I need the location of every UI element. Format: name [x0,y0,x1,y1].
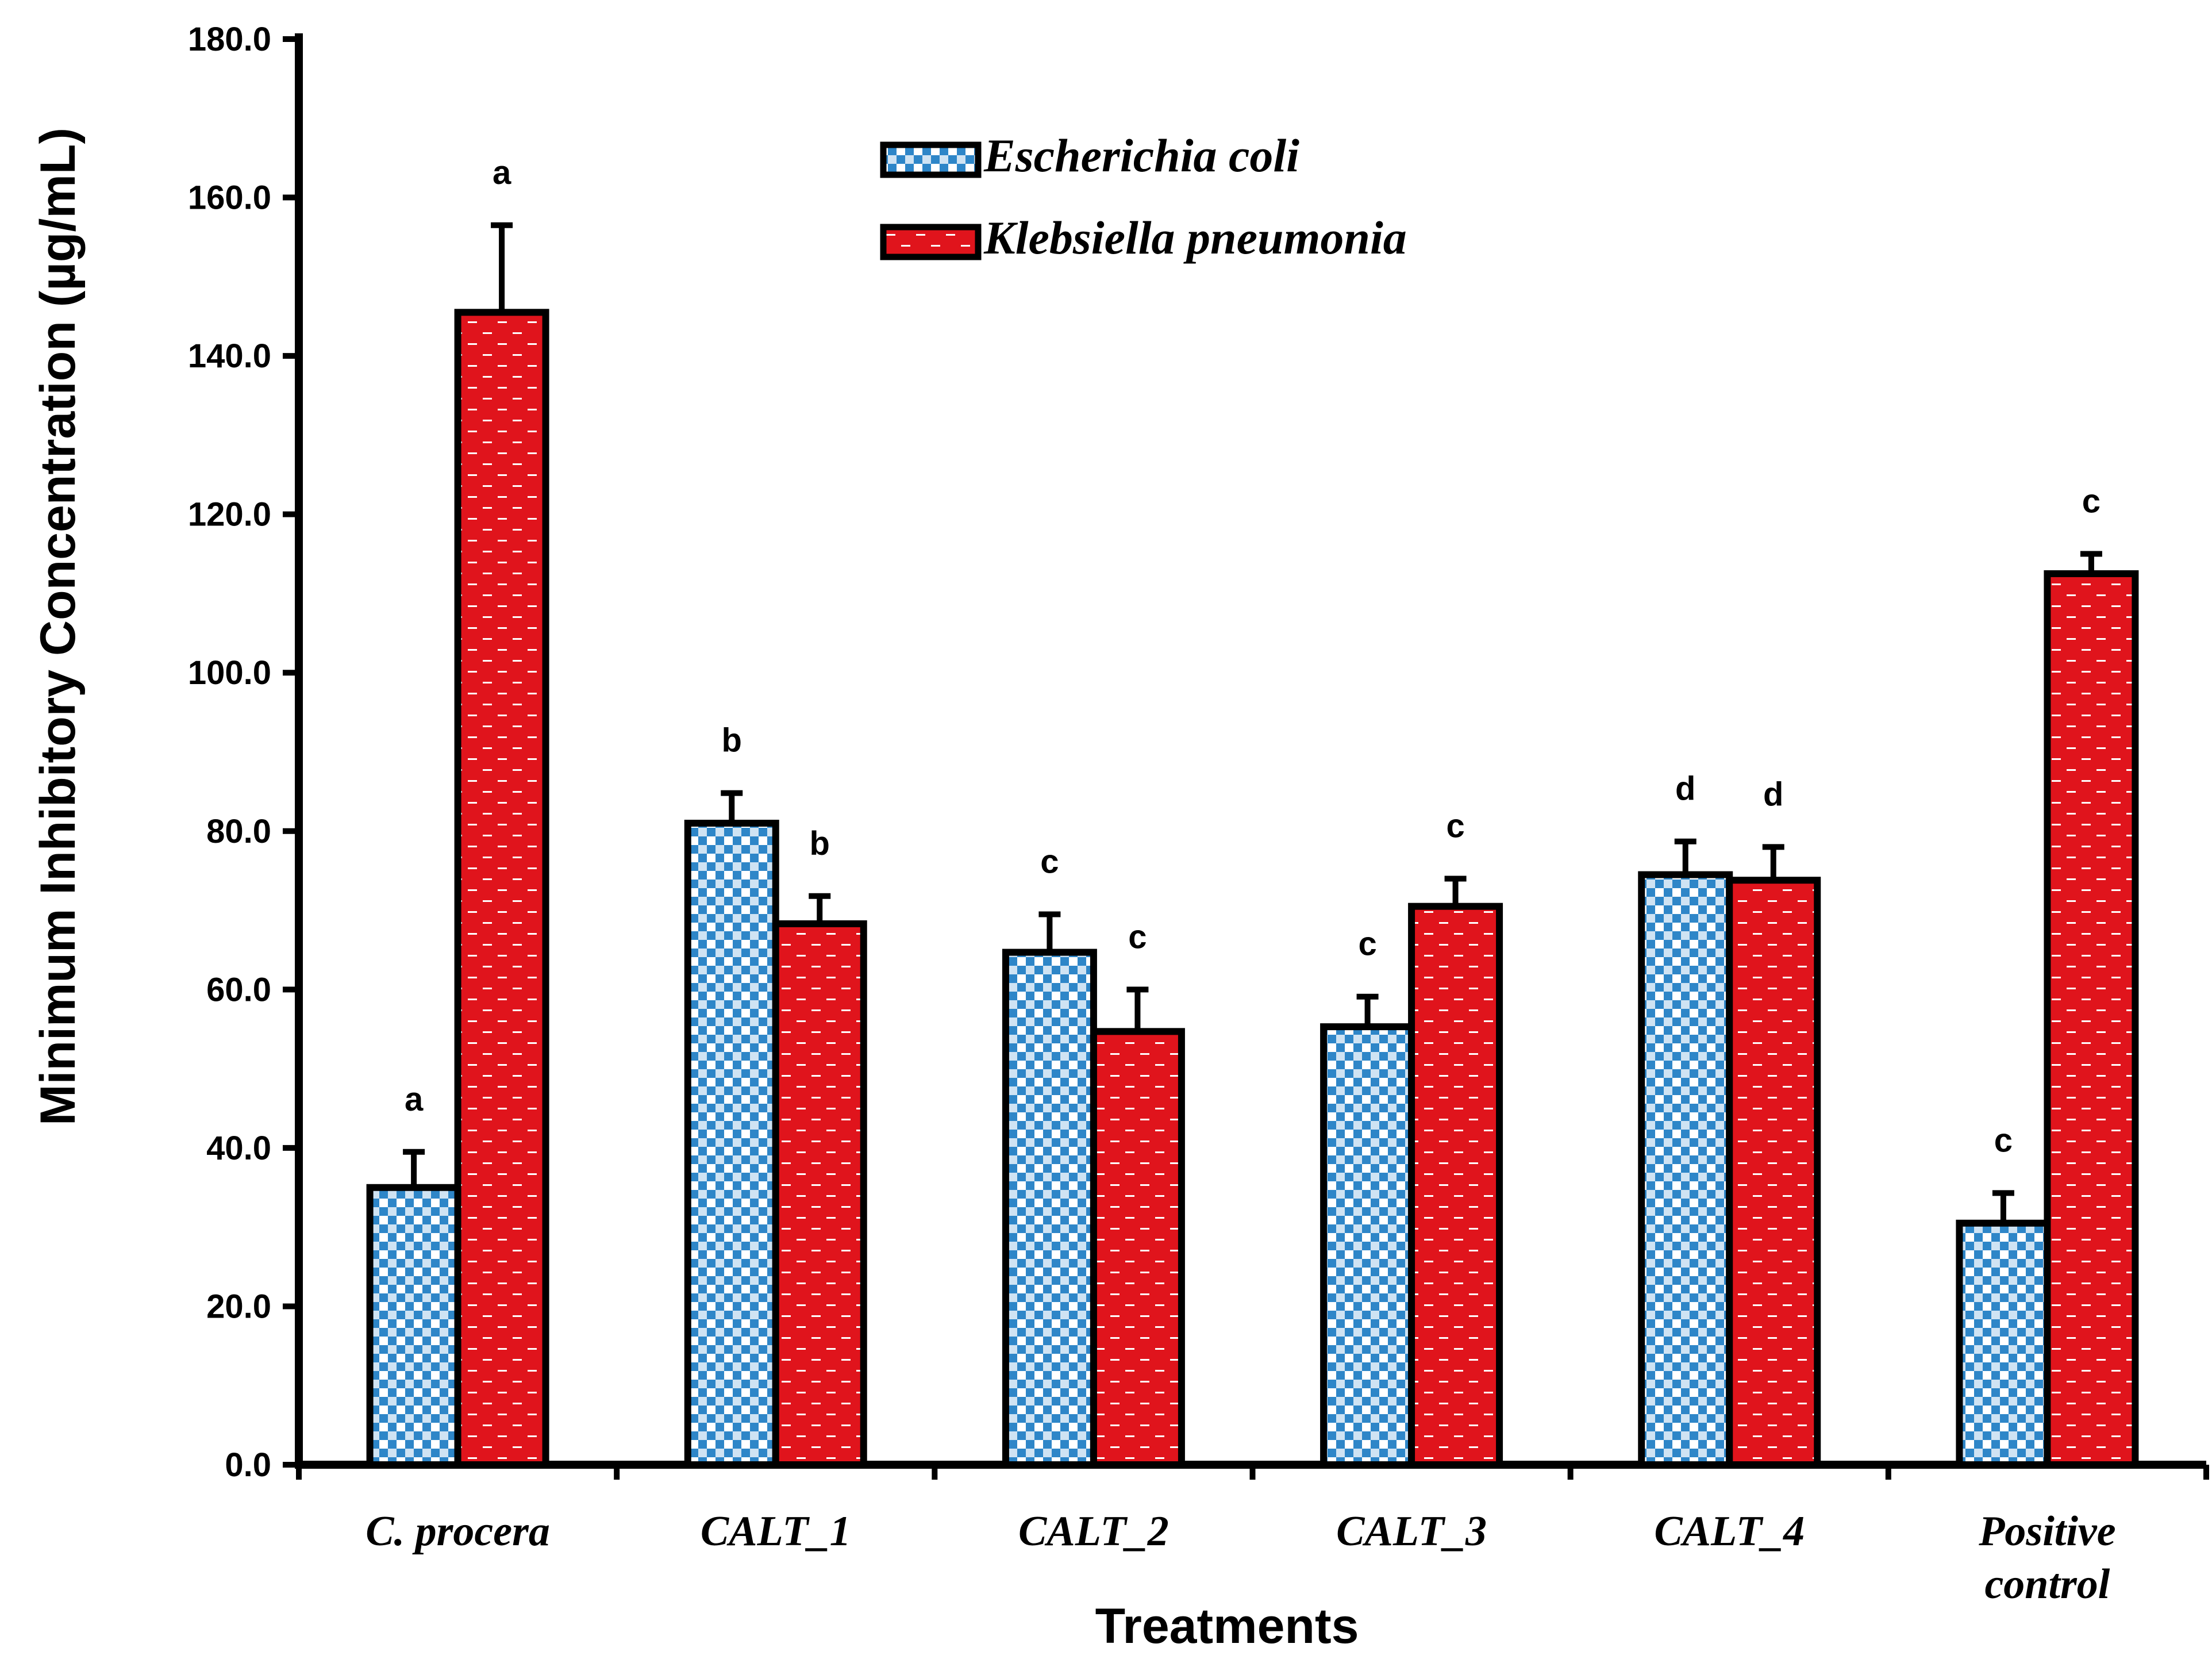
y-tick-label: 20.0 [206,1288,271,1325]
significance-label: c [1994,1122,2013,1159]
x-axis-title: Treatments [1095,1599,1359,1654]
significance-label: a [493,154,511,191]
significance-labels: a b c c d c a b c c d c [405,154,2101,1159]
y-tick-label: 0.0 [225,1446,271,1484]
bar-ecoli [684,820,779,1468]
error-bars [403,222,2102,1223]
bars [366,309,2139,1469]
significance-label: b [810,825,830,862]
legend-label: Escherichia coli [983,129,1299,182]
significance-label: b [722,722,742,759]
category-label: CALT_4 [1654,1508,1805,1555]
y-tick-label: 180.0 [188,21,271,58]
category-label: C. procera [366,1508,550,1555]
significance-label: c [1446,807,1464,844]
legend: Escherichia coli Klebsiella pneumonia [880,129,1407,264]
bar-ecoli [366,1184,461,1469]
category-label: CALT_3 [1336,1508,1487,1555]
bar-ecoli [1320,1023,1415,1468]
category-label-line: C. procera [366,1508,550,1555]
legend-label: Klebsiella pneumonia [983,212,1407,264]
bar-kpneumonia [454,309,549,1468]
bar-kpneumonia [1408,903,1503,1468]
bar-ecoli [1002,949,1097,1468]
bar-ecoli [1956,1219,2051,1469]
category-label-line: CALT_1 [701,1508,851,1555]
significance-label: c [1128,918,1147,955]
category-label-line: CALT_4 [1654,1508,1805,1555]
bar-kpneumonia [772,920,867,1468]
x-axis: C. procera CALT_1 CALT_2 CALT_3 CALT_4 Positi… [295,1461,2209,1654]
y-tick-label: 80.0 [206,813,271,850]
significance-label: d [1675,770,1695,808]
significance-label: d [1763,775,1783,813]
bar-kpneumonia [1726,877,1821,1468]
category-label: CALT_2 [1018,1508,1169,1555]
significance-label: c [1040,843,1059,880]
bar-ecoli [1638,871,1733,1468]
y-ticks: 0.0 20.0 40.0 60.0 80.0 100.0 120.0 140.0 160.0 1… [188,21,299,1484]
y-tick-label: 40.0 [206,1130,271,1167]
legend-swatch-kpneumonia [880,224,982,260]
category-labels: C. procera CALT_1 CALT_2 CALT_3 CALT_4 Positi… [366,1508,2115,1608]
category-label-line: CALT_2 [1018,1508,1169,1555]
x-ticks [296,1465,2209,1480]
category-label: CALT_1 [701,1508,851,1555]
category-label: Positive control [1978,1508,2115,1608]
y-tick-label: 140.0 [188,337,271,375]
y-tick-label: 100.0 [188,654,271,692]
bar-kpneumonia [2044,570,2139,1468]
category-label-line: control [1984,1561,2110,1608]
significance-label: a [405,1081,424,1118]
significance-label: c [2082,483,2101,520]
y-tick-label: 120.0 [188,496,271,533]
category-label-line: CALT_3 [1336,1508,1487,1555]
y-axis: 0.0 20.0 40.0 60.0 80.0 100.0 120.0 140.0 160.0 1… [30,21,303,1484]
y-tick-label: 60.0 [206,971,271,1008]
y-tick-label: 160.0 [188,179,271,217]
significance-label: c [1358,926,1376,963]
category-label-line: Positive [1978,1508,2115,1555]
legend-swatch-ecoli [880,141,982,178]
bar-kpneumonia [1090,1028,1185,1469]
y-axis-title: Minimum Inhibitory Concentration (µg/mL) [30,128,86,1126]
